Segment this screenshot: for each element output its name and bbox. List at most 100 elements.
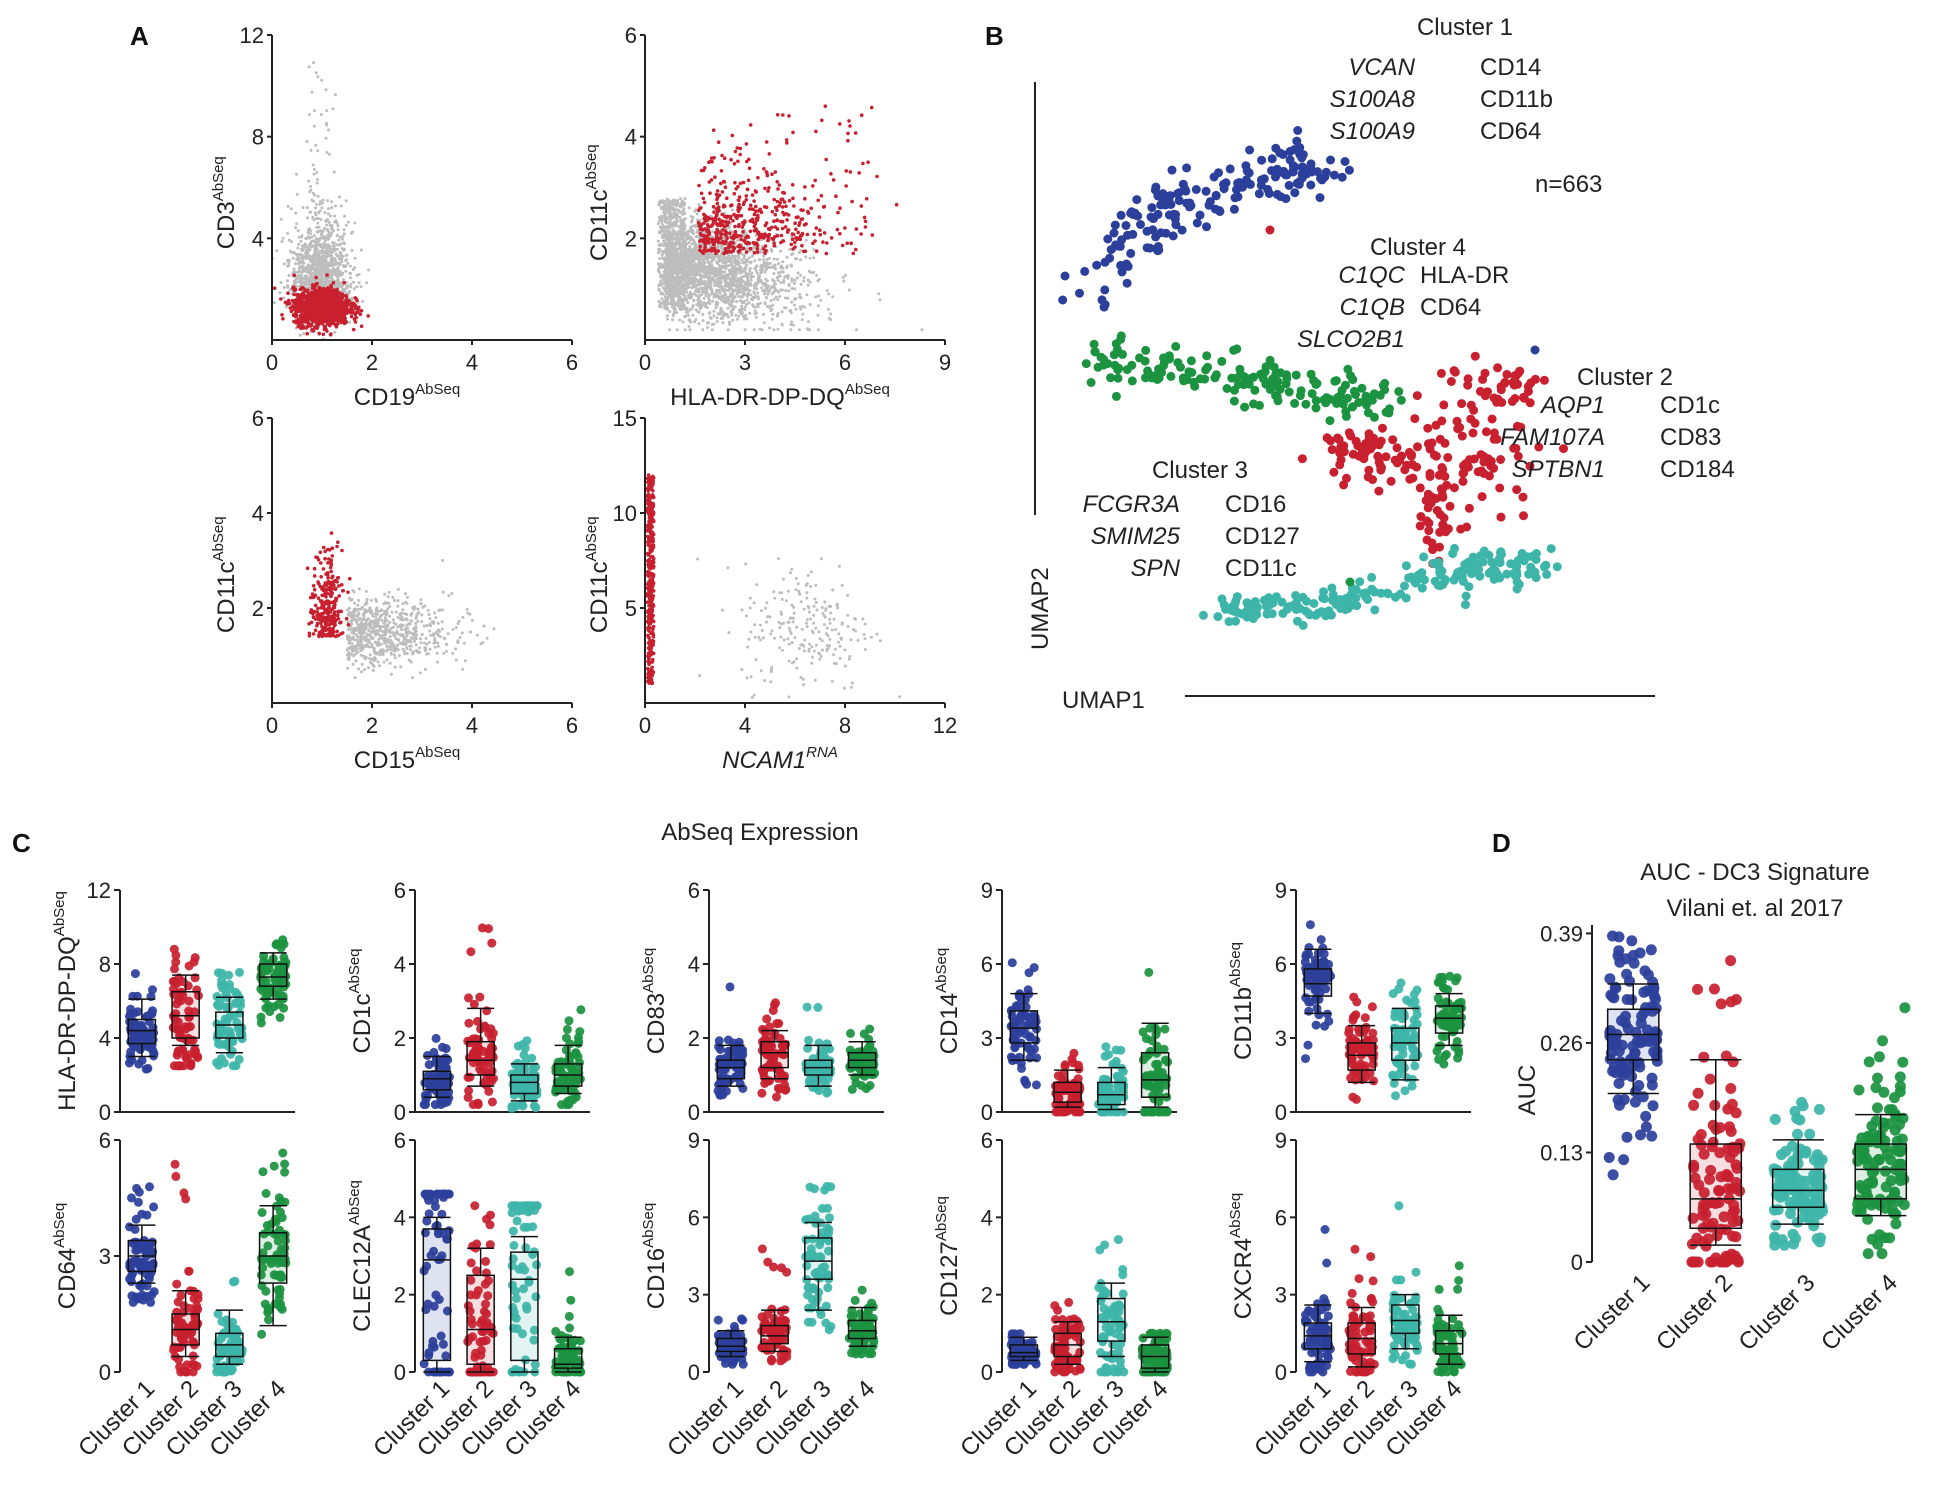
scatter-point bbox=[688, 253, 692, 257]
scatter-point bbox=[314, 266, 318, 270]
scatter-point bbox=[286, 231, 290, 235]
scatter-point bbox=[728, 322, 731, 326]
scatter-point bbox=[791, 323, 795, 327]
scatter-point bbox=[294, 211, 298, 215]
scatter-point bbox=[693, 269, 697, 273]
scatter-point bbox=[759, 250, 763, 254]
scatter-point-selected bbox=[351, 311, 356, 315]
scatter-point bbox=[325, 262, 328, 266]
scatter-point bbox=[777, 262, 781, 266]
scatter-point bbox=[920, 328, 924, 332]
scatter-point bbox=[307, 179, 311, 183]
scatter-point bbox=[310, 235, 313, 239]
scatter-point-selected bbox=[336, 295, 341, 299]
scatter-point bbox=[718, 281, 722, 285]
scatter-point-selected bbox=[320, 301, 325, 306]
scatter-point bbox=[347, 289, 351, 293]
scatter-point bbox=[309, 232, 313, 236]
scatter-point bbox=[367, 268, 371, 272]
scatter-point bbox=[740, 280, 744, 284]
scatter-point bbox=[299, 265, 303, 268]
scatter-point-selected bbox=[356, 310, 360, 315]
scatter-point bbox=[321, 249, 325, 253]
scatter-point bbox=[687, 206, 691, 210]
scatter-point bbox=[734, 313, 738, 317]
scatter-point bbox=[281, 236, 285, 240]
scatter-point bbox=[877, 292, 881, 296]
scatter-point-selected bbox=[306, 305, 310, 310]
scatter-point-selected bbox=[295, 297, 300, 302]
scatter-point-selected bbox=[336, 322, 340, 326]
scatter-point bbox=[301, 280, 305, 284]
x-tick-label: 6 bbox=[566, 350, 578, 375]
scatter-point bbox=[817, 304, 820, 308]
scatter-point bbox=[321, 201, 325, 205]
scatter-point bbox=[744, 282, 748, 286]
scatter-point bbox=[320, 262, 324, 266]
scatter-point bbox=[307, 65, 311, 69]
scatter-point bbox=[298, 259, 302, 263]
scatter-point bbox=[361, 300, 365, 303]
scatter-point bbox=[310, 198, 314, 202]
scatter-point bbox=[695, 287, 699, 291]
x-tick-label: 2 bbox=[366, 350, 378, 375]
scatter-point-selected bbox=[299, 309, 304, 314]
scatter-point-selected bbox=[292, 307, 296, 312]
scatter-point bbox=[306, 265, 310, 269]
scatter-point bbox=[340, 247, 344, 250]
scatter-point-selected bbox=[335, 288, 339, 293]
scatter-point bbox=[689, 238, 692, 242]
panel-label-c: C bbox=[12, 828, 31, 858]
scatter-point bbox=[762, 312, 765, 316]
scatter-point bbox=[805, 293, 809, 297]
scatter-point bbox=[312, 280, 316, 284]
scatter-point-selected bbox=[292, 319, 296, 324]
scatter-point bbox=[314, 71, 318, 75]
scatter-point bbox=[285, 279, 289, 283]
scatter-point bbox=[318, 256, 322, 260]
scatter-point bbox=[286, 285, 290, 289]
scatter-point-selected bbox=[301, 291, 305, 295]
scatter-point bbox=[319, 232, 323, 236]
scatter-point bbox=[693, 209, 697, 213]
scatter-point bbox=[878, 298, 882, 302]
scatter-point bbox=[291, 256, 295, 260]
scatter-point bbox=[804, 255, 808, 259]
scatter-point bbox=[704, 283, 708, 287]
scatter-point bbox=[706, 252, 709, 256]
scatter-point bbox=[687, 235, 691, 239]
scatter-point bbox=[352, 287, 356, 291]
scatter-point bbox=[353, 256, 357, 260]
scatter-point bbox=[754, 315, 758, 319]
scatter-point bbox=[312, 172, 316, 176]
scatter-point-selected bbox=[299, 313, 303, 318]
scatter-point-selected bbox=[288, 306, 293, 310]
scatter-point bbox=[306, 231, 310, 235]
scatter-point-selected bbox=[321, 332, 326, 337]
scatter-point bbox=[290, 240, 293, 244]
scatter-point bbox=[776, 279, 780, 282]
scatter-point bbox=[310, 90, 314, 94]
scatter-point bbox=[685, 310, 689, 314]
scatter-point bbox=[349, 285, 353, 289]
scatter-point bbox=[298, 284, 302, 288]
scatter-point bbox=[695, 212, 699, 216]
scatter-point bbox=[329, 234, 333, 238]
scatter-point bbox=[714, 306, 718, 310]
scatter-point bbox=[782, 281, 785, 284]
scatter-point bbox=[699, 269, 703, 273]
scatter-point-selected bbox=[291, 313, 296, 318]
scatter-point bbox=[825, 289, 829, 293]
scatter-point bbox=[748, 311, 752, 315]
scatter-point bbox=[739, 268, 743, 271]
scatter-point bbox=[683, 328, 687, 332]
y-axis-label-main: CD3 bbox=[213, 201, 240, 249]
scatter-point-selected bbox=[337, 313, 341, 318]
scatter-point bbox=[301, 248, 304, 252]
scatter-point bbox=[774, 295, 778, 299]
scatter-point bbox=[319, 265, 322, 268]
scatter-point bbox=[789, 311, 793, 315]
scatter-point bbox=[778, 274, 782, 277]
scatter-point-selected bbox=[310, 328, 314, 332]
scatter-point bbox=[328, 270, 332, 274]
